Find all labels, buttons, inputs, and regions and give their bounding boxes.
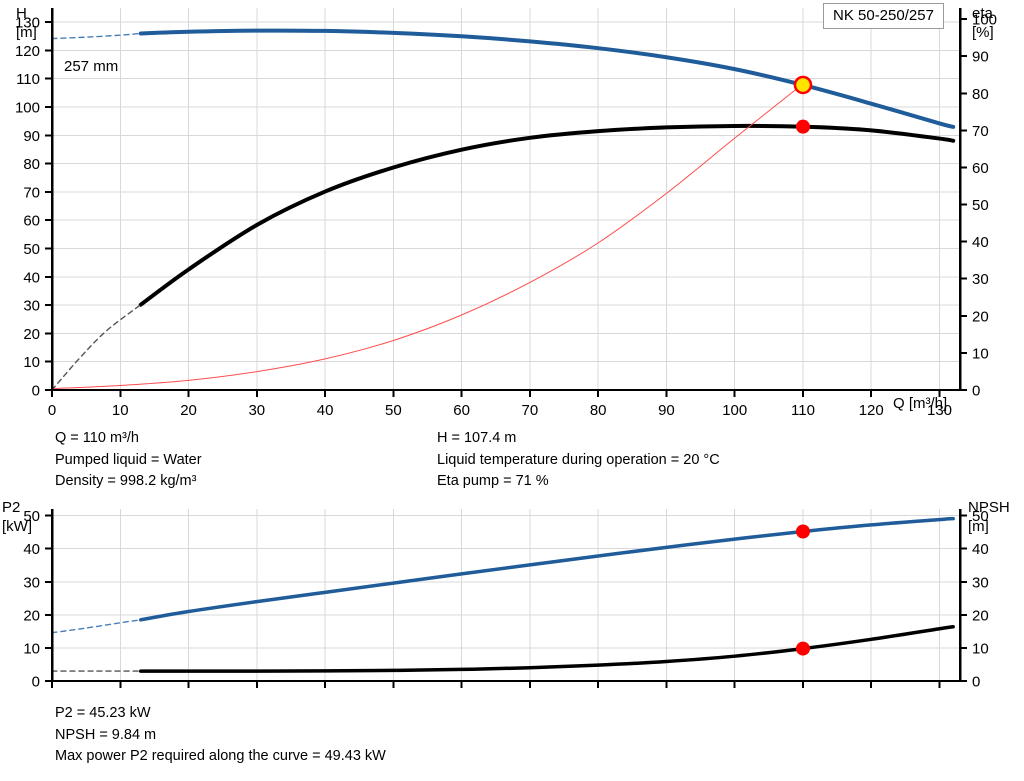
tick-label-left: 70 (23, 184, 40, 201)
axes (50, 509, 962, 682)
info-flow: Q = 110 m³/h (55, 430, 139, 446)
head-axis-title: H [m] (16, 5, 37, 41)
power-npsh-plot: 0 10 20 30 40 50 0 10 20 30 40 50 (23, 508, 988, 690)
curve-head-h-curve-257-mm-impeller (138, 28, 956, 129)
tick-label-bottom: 80 (590, 402, 607, 419)
tick-label-left: 40 (23, 269, 40, 286)
duty-info-right: H = 107.4 m Liquid temperature during op… (437, 428, 720, 493)
head-efficiency-chart: 0 10 20 30 40 50 60 70 80 90 100 110 120 130 0 10 20 30 40… (15, 8, 997, 419)
curve-npsh-curve (139, 625, 955, 673)
tick-label-left: 110 (16, 71, 40, 88)
curve-power-curve-dashed-extension (51, 619, 142, 634)
tick-label-left: 40 (23, 541, 40, 558)
impeller-diameter-label: 257 mm (62, 58, 121, 75)
tick-label-left: 80 (23, 156, 40, 173)
duty-point-efficiency[interactable] (795, 119, 810, 134)
duty-point-head[interactable] (793, 75, 813, 95)
gridlines (52, 8, 960, 390)
tick-label-right: 10 (972, 345, 989, 362)
tick-label-right: 0 (972, 674, 980, 691)
tick-label-left: 50 (23, 241, 40, 258)
tick-label-left: 60 (23, 213, 40, 230)
tick-label-right: 40 (972, 234, 989, 251)
npsh-axis-title: NPSH [m] (968, 499, 1010, 535)
info-npsh: NPSH = 9.84 m (55, 726, 157, 743)
curve-head-curve-dashed-extension (51, 32, 142, 40)
tick-label-bottom: 50 (385, 402, 402, 419)
curve-efficiency-eta-curve (138, 123, 956, 307)
tick-label-bottom: 70 (522, 402, 539, 419)
tick-label-left: 30 (23, 574, 40, 591)
pump-model-label: NK 50-250/257 (823, 3, 944, 29)
tick-label-right: 90 (972, 49, 989, 66)
tick-label-bottom: 20 (180, 402, 197, 419)
curve-power-p2-curve (139, 516, 955, 622)
tick-label-left: 90 (23, 128, 40, 145)
tick-label-right: 10 (972, 640, 989, 657)
tick-label-bottom: 100 (722, 402, 747, 419)
curve-power-p2-thin-curve (51, 83, 804, 390)
tick-label-right: 70 (972, 123, 989, 140)
duty-point-npsh[interactable] (795, 641, 810, 656)
info-temperature: Liquid temperature during operation = 20… (437, 451, 720, 468)
info-max-power: Max power P2 required along the curve = … (55, 748, 386, 764)
power-axis-title: P2 [kW] (2, 499, 32, 535)
tick-label-bottom: 40 (317, 402, 334, 419)
tick-label-bottom: 120 (859, 402, 884, 419)
tick-label-right: 20 (972, 607, 989, 624)
tick-label-left: 20 (23, 607, 40, 624)
duty-info-bottom: P2 = 45.23 kW NPSH = 9.84 m Max power P2… (55, 703, 386, 768)
tick-label-left: 0 (32, 674, 40, 691)
info-liquid: Pumped liquid = Water (55, 451, 202, 468)
flow-axis-label: Q [m³/h] (893, 395, 948, 412)
tick-label-bottom: 110 (791, 402, 815, 419)
gridlines (52, 509, 960, 681)
tick-label-right: 50 (972, 508, 989, 525)
info-eta: Eta pump = 71 % (437, 473, 549, 489)
tick-label-left: 20 (23, 326, 40, 343)
tick-label-left: 100 (15, 100, 40, 117)
tick-label-bottom: 60 (453, 402, 470, 419)
tick-label-left: 130 (15, 15, 40, 32)
tick-label-left: 30 (23, 298, 40, 315)
tick-label-bottom: 30 (248, 402, 265, 419)
tick-label-right: 0 (972, 383, 980, 400)
tick-label-bottom: 10 (112, 402, 129, 419)
duty-point-power[interactable] (795, 524, 810, 539)
tick-label-bottom: 90 (658, 402, 675, 419)
axes (50, 8, 962, 391)
tick-labels: 0 10 20 30 40 50 0 10 20 30 40 50 (23, 508, 988, 690)
tick-label-left: 50 (23, 508, 40, 525)
tick-label-right: 40 (972, 541, 989, 558)
tick-label-right: 50 (972, 197, 989, 214)
head-efficiency-plot: 0102030405060708090100110120130010203040… (15, 8, 997, 419)
tick-label-right: 30 (972, 271, 989, 288)
tick-label-bottom: 0 (48, 402, 56, 419)
tick-label-right: 30 (972, 574, 989, 591)
tick-label-right: 80 (972, 86, 989, 103)
duty-info-left: Q = 110 m³/h Pumped liquid = Water Densi… (55, 428, 202, 493)
power-npsh-chart: 0 10 20 30 40 50 0 10 20 30 40 50 (0, 495, 1024, 695)
tick-labels: 0102030405060708090100110120130010203040… (15, 12, 997, 419)
tick-label-right: 20 (972, 308, 989, 325)
tick-label-left: 0 (32, 383, 40, 400)
tick-label-bottom: 130 (927, 402, 952, 419)
tick-label-left: 120 (15, 43, 40, 60)
efficiency-axis-title: eta [%] (972, 5, 994, 41)
curve-efficiency-curve-dashed-extension (51, 304, 142, 391)
tick-label-right: 100 (972, 12, 997, 29)
info-density: Density = 998.2 kg/m³ (55, 473, 197, 489)
info-p2: P2 = 45.23 kW (55, 705, 151, 721)
info-head: H = 107.4 m (437, 430, 517, 446)
tick-label-left: 10 (23, 354, 40, 371)
tick-label-left: 10 (23, 640, 40, 657)
tick-label-right: 60 (972, 160, 989, 177)
